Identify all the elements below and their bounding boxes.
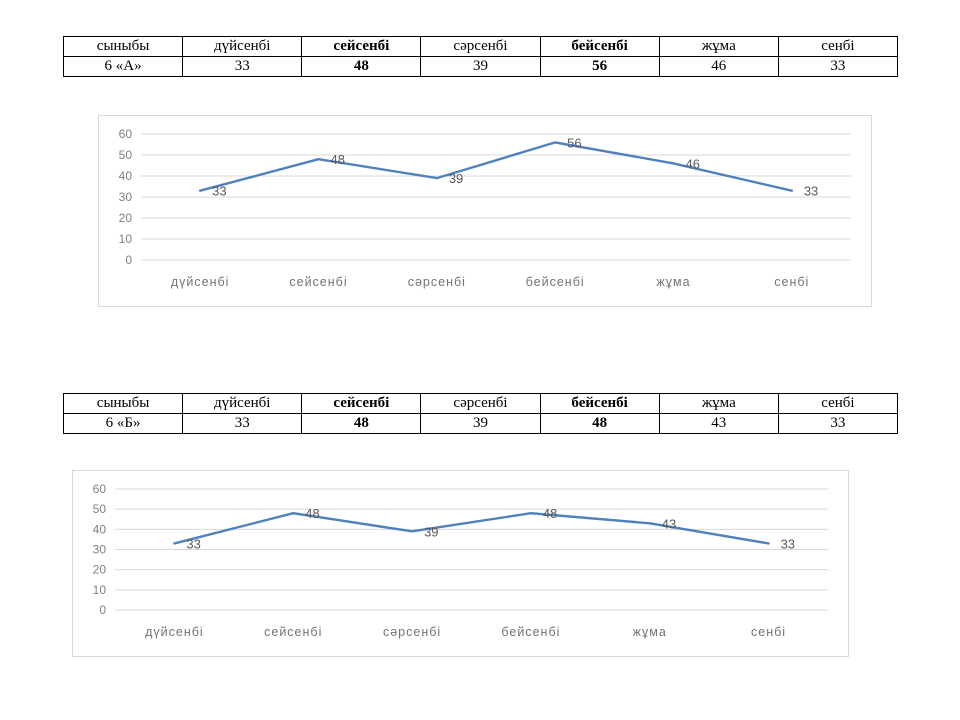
table-header-cell-4: бейсенбі bbox=[539, 393, 660, 414]
table-cell-5: 43 bbox=[658, 413, 779, 434]
data-label-0: 33 bbox=[186, 536, 200, 551]
y-tick-label-0: 0 bbox=[125, 253, 132, 267]
table-header-cell-5: жұма bbox=[658, 36, 779, 57]
x-category-label-4: жұма bbox=[656, 275, 690, 289]
y-tick-label-40: 40 bbox=[119, 169, 133, 183]
data-label-5: 33 bbox=[804, 184, 818, 199]
data-label-0: 33 bbox=[212, 184, 226, 199]
y-tick-label-50: 50 bbox=[93, 502, 107, 516]
data-label-4: 43 bbox=[662, 516, 676, 531]
y-tick-label-10: 10 bbox=[119, 232, 133, 246]
table-header-cell-1: дүйсенбі bbox=[182, 36, 303, 57]
x-category-label-1: сейсенбі bbox=[264, 625, 322, 639]
x-category-label-3: бейсенбі bbox=[526, 275, 585, 289]
table-cell-4: 48 bbox=[539, 413, 660, 434]
data-label-1: 48 bbox=[331, 152, 345, 167]
table-data-row: 6 «А» 33 48 39 56 46 33 bbox=[62, 56, 899, 77]
table-cell-4: 56 bbox=[539, 56, 660, 77]
table-header-cell-0: сыныбы bbox=[62, 36, 184, 57]
data-label-1: 48 bbox=[305, 506, 319, 521]
table-data-row: 6 «Б» 33 48 39 48 43 33 bbox=[62, 413, 899, 434]
data-label-5: 33 bbox=[781, 536, 795, 551]
table-header-cell-0: сыныбы bbox=[62, 393, 184, 414]
data-label-2: 39 bbox=[449, 171, 463, 186]
table-header-row: сыныбы дүйсенбі сейсенбі сәрсенбі бейсенбі жұ… bbox=[62, 393, 899, 414]
table-cell-1: 33 bbox=[182, 413, 303, 434]
x-category-label-3: бейсенбі bbox=[501, 625, 560, 639]
table-cell-6: 33 bbox=[777, 56, 899, 77]
data-label-3: 56 bbox=[567, 135, 581, 150]
line-chart-6a: 0 10 20 30 40 50 60 дүйсенбі сейсенбі сәрсенбі бей… bbox=[98, 115, 872, 307]
x-category-label-0: дүйсенбі bbox=[145, 625, 204, 639]
x-category-label-5: сенбі bbox=[774, 275, 809, 289]
series-line bbox=[173, 512, 770, 545]
x-category-label-1: сейсенбі bbox=[289, 275, 347, 289]
table-cell-0: 6 «Б» bbox=[62, 413, 184, 434]
table-header-cell-5: жұма bbox=[658, 393, 779, 414]
table-header-cell-2: сейсенбі bbox=[301, 393, 422, 414]
y-tick-label-30: 30 bbox=[93, 543, 107, 557]
y-tick-label-60: 60 bbox=[93, 482, 107, 496]
x-category-label-2: сәрсенбі bbox=[383, 625, 441, 639]
y-tick-label-20: 20 bbox=[119, 211, 133, 225]
x-category-label-5: сенбі bbox=[751, 625, 786, 639]
table-cell-2: 48 bbox=[301, 413, 422, 434]
data-label-4: 46 bbox=[686, 156, 700, 171]
x-category-label-0: дүйсенбі bbox=[171, 275, 230, 289]
line-chart-6b: 0 10 20 30 40 50 60 дүйсенбі сейсенбі сәрсенбі бей… bbox=[72, 470, 849, 657]
table-header-row: сыныбы дүйсенбі сейсенбі сәрсенбі бейсенбі жұ… bbox=[62, 36, 899, 57]
table-header-cell-3: сәрсенбі bbox=[420, 393, 541, 414]
y-tick-label-60: 60 bbox=[119, 127, 133, 141]
table-cell-3: 39 bbox=[420, 56, 541, 77]
data-label-2: 39 bbox=[424, 524, 438, 539]
table-cell-0: 6 «А» bbox=[62, 56, 184, 77]
table-cell-1: 33 bbox=[182, 56, 303, 77]
table-cell-2: 48 bbox=[301, 56, 422, 77]
series-line bbox=[198, 141, 794, 192]
y-tick-label-50: 50 bbox=[119, 148, 133, 162]
table-header-cell-4: бейсенбі bbox=[539, 36, 660, 57]
table-header-cell-1: дүйсенбі bbox=[182, 393, 303, 414]
table-header-cell-3: сәрсенбі bbox=[420, 36, 541, 57]
data-label-3: 48 bbox=[543, 506, 557, 521]
attendance-table-6a: сыныбы дүйсенбі сейсенбі сәрсенбі бейсенбі жұ… bbox=[62, 36, 899, 77]
table-header-cell-6: сенбі bbox=[777, 36, 899, 57]
x-category-label-4: жұма bbox=[633, 625, 667, 639]
x-category-label-2: сәрсенбі bbox=[408, 275, 466, 289]
y-tick-label-10: 10 bbox=[93, 583, 107, 597]
line-chart-6b-svg: 0 10 20 30 40 50 60 дүйсенбі сейсенбі сәрсенбі бей… bbox=[93, 482, 828, 639]
y-tick-label-20: 20 bbox=[93, 563, 107, 577]
y-tick-label-30: 30 bbox=[119, 190, 133, 204]
table-cell-6: 33 bbox=[777, 413, 899, 434]
table-header-cell-2: сейсенбі bbox=[301, 36, 422, 57]
table-cell-3: 39 bbox=[420, 413, 541, 434]
table-header-cell-6: сенбі bbox=[777, 393, 899, 414]
attendance-table-6b: сыныбы дүйсенбі сейсенбі сәрсенбі бейсенбі жұ… bbox=[62, 393, 899, 434]
table-cell-5: 46 bbox=[658, 56, 779, 77]
y-tick-label-40: 40 bbox=[93, 522, 107, 536]
y-tick-label-0: 0 bbox=[99, 603, 106, 617]
line-chart-6a-svg: 0 10 20 30 40 50 60 дүйсенбі сейсенбі сәрсенбі бей… bbox=[119, 127, 851, 289]
